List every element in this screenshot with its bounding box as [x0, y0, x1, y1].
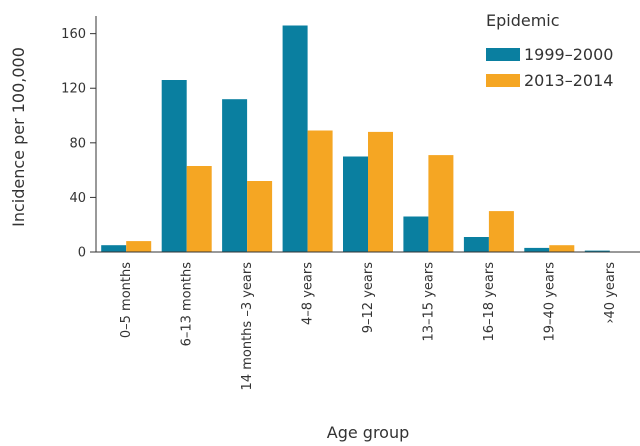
bar — [282, 25, 308, 252]
y-axis-title: Incidence per 100,000 — [9, 47, 28, 227]
y-axis: 0 40 80 120 160 — [61, 16, 97, 261]
x-tick-label: 6–13 months — [180, 262, 195, 347]
bar — [524, 247, 550, 252]
x-tick-label: 19–40 years — [542, 262, 557, 342]
x-tick-label: 9–12 years — [361, 262, 376, 333]
legend-label: 1999–2000 — [524, 45, 613, 64]
bar — [186, 166, 212, 252]
legend: Epidemic 1999–2000 2013–2014 — [486, 11, 613, 90]
y-tick-label: 160 — [61, 27, 86, 42]
x-tick-label: 0–5 months — [119, 262, 134, 338]
y-tick-label: 120 — [61, 82, 86, 97]
bar — [463, 237, 489, 252]
bar — [101, 245, 127, 252]
bar — [403, 216, 429, 252]
x-tick-label: 14 months –3 years — [240, 262, 255, 391]
legend-label: 2013–2014 — [524, 71, 613, 90]
plot-area — [101, 25, 610, 252]
y-tick-label: 0 — [78, 246, 86, 261]
bar — [549, 245, 575, 252]
bar — [584, 250, 610, 252]
legend-swatch — [486, 48, 520, 61]
x-tick-label: 13–15 years — [421, 262, 436, 342]
legend-title: Epidemic — [486, 11, 560, 30]
bar — [368, 131, 393, 252]
bar — [126, 241, 152, 252]
x-tick-label: 16–18 years — [482, 262, 497, 342]
y-tick-label: 80 — [69, 136, 86, 151]
bar — [222, 99, 248, 252]
bar — [247, 181, 273, 252]
x-tick-label: ›40 years — [603, 262, 618, 324]
x-tick-label: 4–8 years — [301, 262, 316, 325]
bar — [343, 156, 368, 252]
bar — [161, 80, 187, 252]
x-axis-title: Age group — [327, 423, 410, 442]
bar — [428, 155, 454, 252]
legend-swatch — [486, 74, 520, 87]
bar — [488, 211, 514, 252]
y-tick-label: 40 — [69, 191, 86, 206]
bar — [307, 130, 333, 252]
x-axis: 0–5 months 6–13 months 14 months –3 years 4… — [96, 251, 640, 391]
